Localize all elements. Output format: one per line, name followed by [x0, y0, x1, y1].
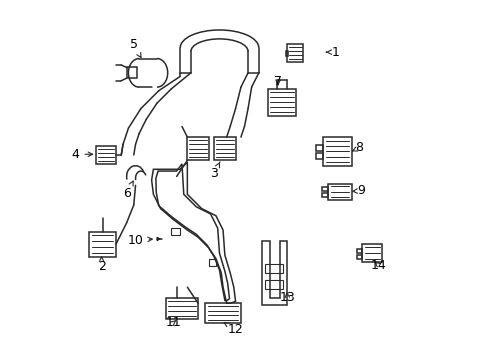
Bar — [264, 280, 283, 289]
Text: 12: 12 — [224, 323, 243, 336]
Text: 9: 9 — [352, 184, 364, 197]
Text: 10: 10 — [128, 234, 152, 247]
Text: 4: 4 — [71, 148, 92, 161]
Text: 8: 8 — [351, 141, 363, 154]
Text: 1: 1 — [325, 46, 339, 59]
Text: 7: 7 — [273, 75, 282, 88]
Bar — [208, 259, 216, 266]
Text: 6: 6 — [122, 181, 133, 200]
Text: 2: 2 — [98, 257, 105, 273]
Bar — [264, 264, 283, 273]
Bar — [171, 228, 180, 235]
Text: 3: 3 — [210, 162, 220, 180]
Polygon shape — [157, 237, 160, 241]
Text: 5: 5 — [129, 39, 141, 58]
Text: 11: 11 — [165, 316, 181, 329]
Text: 13: 13 — [279, 291, 295, 305]
Text: 14: 14 — [370, 258, 386, 271]
